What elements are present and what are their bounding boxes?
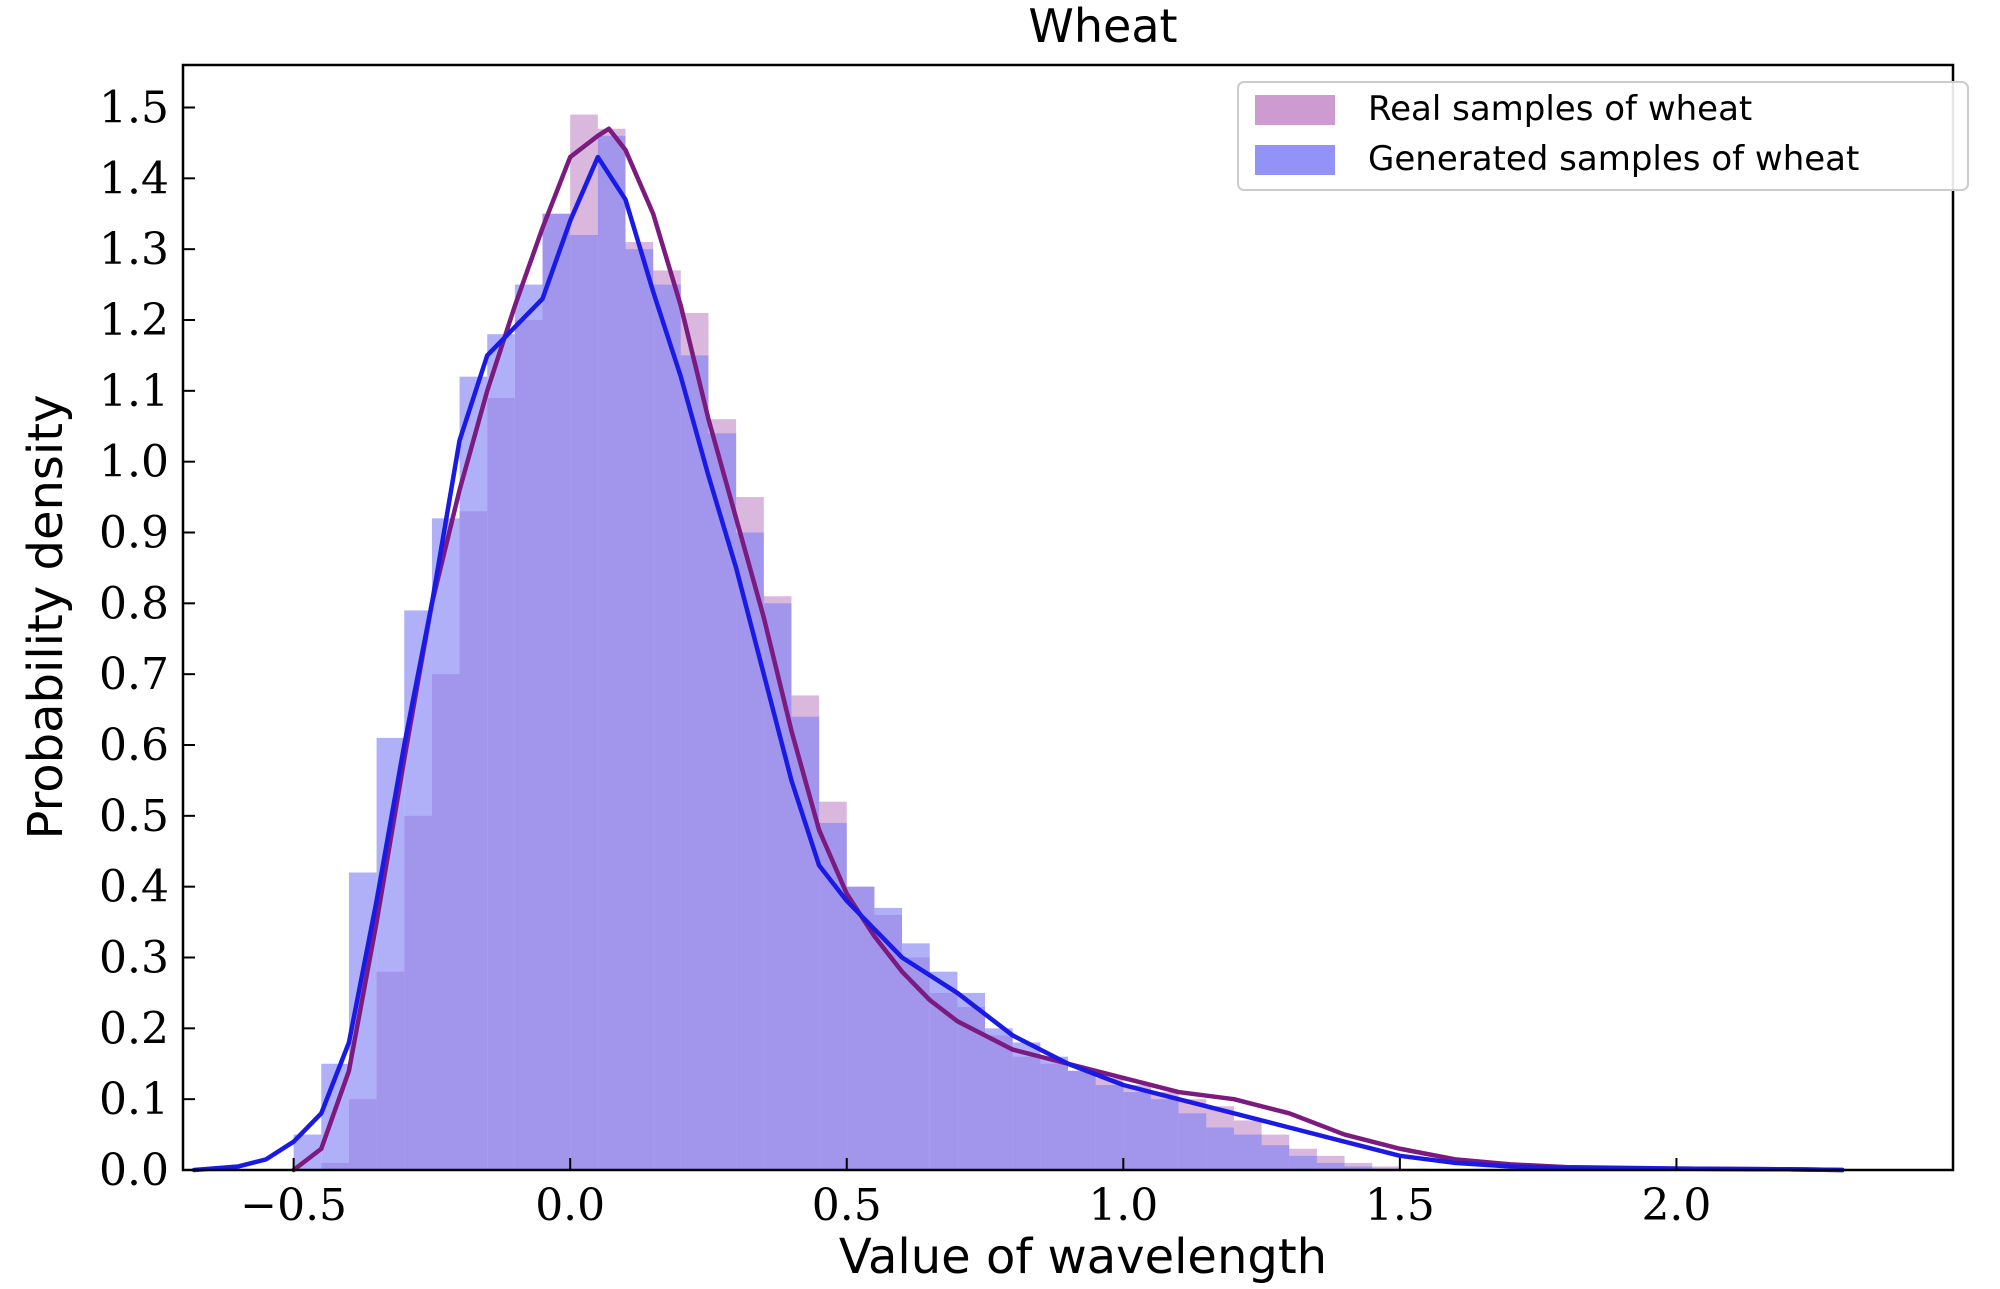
legend-label-real: Real samples of wheat xyxy=(1368,89,1752,129)
histogram-bar xyxy=(376,737,405,1170)
histogram-bar xyxy=(736,532,764,1170)
histogram-bar xyxy=(846,886,875,1170)
x-tick-label: 1.5 xyxy=(1365,1180,1435,1231)
histogram-bar xyxy=(1344,1166,1373,1170)
histogram-bar xyxy=(570,235,598,1170)
histogram-bar xyxy=(653,284,681,1171)
histogram-bar xyxy=(487,334,515,1170)
y-tick-label: 1.1 xyxy=(99,366,169,417)
kde-line-real xyxy=(291,126,1845,1173)
chart-title: Wheat xyxy=(1028,0,1177,53)
histogram-bar xyxy=(597,135,626,1171)
histogram-bar xyxy=(680,355,709,1170)
y-tick-label: 0.4 xyxy=(99,862,169,913)
x-axis: −0.5 0.0 0.5 1.0 1.5 2.0 xyxy=(240,1158,1711,1231)
histogram-bar xyxy=(1040,1056,1068,1170)
legend: Real samples of wheat Generated samples … xyxy=(1237,81,1969,191)
histogram-bar xyxy=(819,822,847,1170)
y-tick-label: 0.3 xyxy=(99,933,169,984)
plot-area xyxy=(191,114,1845,1173)
histogram-bar xyxy=(542,213,571,1170)
legend-label-generated: Generated samples of wheat xyxy=(1368,139,1859,179)
histogram-bar xyxy=(874,907,903,1170)
histogram-bar xyxy=(431,518,460,1170)
plot-frame xyxy=(181,63,1955,1172)
legend-swatch-real xyxy=(1255,95,1335,125)
y-tick-label: 1.5 xyxy=(99,83,169,134)
y-tick-label: 0.9 xyxy=(99,508,169,559)
y-tick-label: 0.8 xyxy=(99,578,169,629)
x-axis-label: Value of wavelength xyxy=(839,1229,1327,1285)
legend-frame xyxy=(1237,81,1969,191)
histogram-bar xyxy=(404,610,432,1170)
y-tick-label: 1.0 xyxy=(99,437,169,488)
histogram-bar xyxy=(1289,1155,1317,1170)
histogram-bar xyxy=(1206,1127,1234,1170)
histogram-bar xyxy=(459,376,488,1170)
y-tick-label: 1.3 xyxy=(99,224,169,275)
histogram-bar xyxy=(985,1028,1013,1170)
y-tick-label: 0.1 xyxy=(99,1074,169,1125)
histogram-bar xyxy=(1068,1070,1096,1170)
y-tick-label: 0.6 xyxy=(99,720,169,771)
histogram-bar xyxy=(1123,1092,1151,1170)
y-tick-label: 0.2 xyxy=(99,1003,169,1054)
histogram-bar xyxy=(1150,1099,1179,1170)
legend-swatch-generated xyxy=(1255,145,1335,175)
histogram-bar xyxy=(514,284,543,1171)
histogram-bar xyxy=(1178,1113,1207,1170)
histogram-bar xyxy=(708,433,737,1171)
histogram-bar xyxy=(1233,1134,1262,1170)
x-tick-label: 0.0 xyxy=(535,1180,605,1231)
histogram-bar xyxy=(1261,1145,1290,1170)
histogram-bar xyxy=(625,249,654,1171)
y-tick-label: 1.2 xyxy=(99,295,169,346)
x-tick-label: 1.0 xyxy=(1088,1180,1158,1231)
histogram-bar xyxy=(1095,1085,1124,1170)
histogram-generated xyxy=(293,135,1428,1171)
x-tick-label: −0.5 xyxy=(240,1180,347,1231)
histogram-bar xyxy=(957,992,986,1170)
x-tick-label: 0.5 xyxy=(812,1180,882,1231)
histogram-bar xyxy=(902,943,930,1170)
y-tick-label: 0.0 xyxy=(99,1145,169,1196)
y-axis-label: Probability density xyxy=(18,395,74,840)
y-tick-label: 0.7 xyxy=(99,649,169,700)
histogram-bar xyxy=(1316,1162,1345,1170)
y-tick-label: 0.5 xyxy=(99,791,169,842)
histogram-bar xyxy=(1012,1042,1041,1170)
y-axis: 0.0 0.1 0.2 0.3 0.4 0.5 0.6 0.7 0.8 0.9 1.0 1.1 1.2 1… xyxy=(99,83,195,1196)
kde-line-generated xyxy=(191,154,1845,1173)
y-tick-label: 1.4 xyxy=(99,153,169,204)
histogram-bar xyxy=(1372,1166,1400,1170)
x-tick-label: 2.0 xyxy=(1641,1180,1711,1231)
